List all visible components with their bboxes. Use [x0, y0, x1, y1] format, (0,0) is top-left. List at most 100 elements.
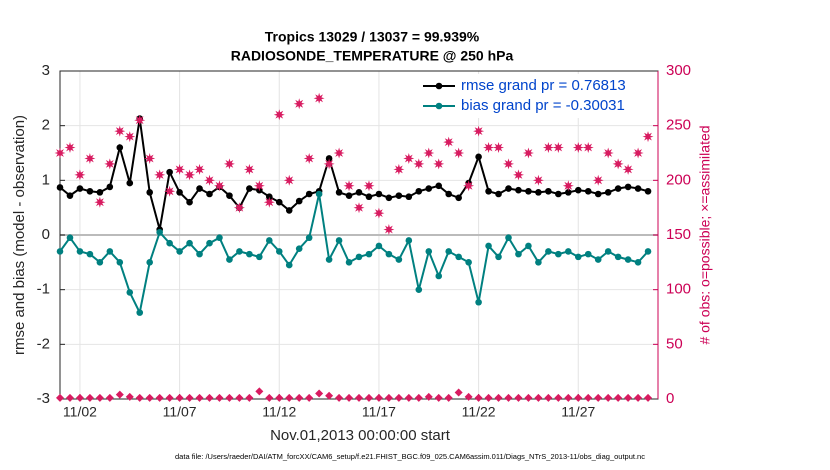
x-tick-label: 11/27	[561, 404, 595, 420]
data-point	[614, 393, 623, 402]
data-point	[355, 189, 363, 196]
data-point	[275, 198, 283, 206]
data-point	[293, 98, 305, 110]
data-point	[534, 393, 543, 402]
data-point	[584, 393, 593, 402]
data-point	[644, 393, 653, 402]
legend-label: bias grand pr = -0.30031	[461, 97, 625, 114]
legend-box	[419, 74, 655, 118]
data-point	[624, 393, 633, 402]
data-point	[425, 248, 433, 255]
data-point	[594, 393, 603, 402]
data-point	[146, 259, 153, 266]
data-point	[374, 393, 383, 402]
data-point	[632, 147, 644, 159]
data-point	[206, 190, 213, 198]
data-point	[214, 180, 225, 192]
data-point	[223, 158, 235, 170]
y-tick-label: 1	[42, 171, 50, 188]
data-point	[504, 393, 513, 402]
data-point	[235, 393, 244, 402]
data-point	[245, 393, 254, 402]
data-point	[404, 393, 413, 402]
legend-label: rmse grand pr = 0.76813	[461, 77, 626, 94]
data-point	[594, 190, 602, 198]
data-point	[535, 259, 542, 266]
data-point	[216, 234, 223, 242]
data-point	[592, 174, 604, 186]
data-point	[582, 142, 594, 153]
data-point	[622, 163, 634, 175]
data-point	[493, 142, 504, 153]
data-point	[263, 196, 275, 208]
x-tick-label: 11/12	[262, 404, 296, 420]
data-point	[126, 289, 134, 296]
data-point	[185, 393, 194, 402]
data-point	[195, 393, 204, 402]
data-point	[106, 248, 114, 255]
data-point	[602, 147, 614, 159]
data-point	[515, 186, 522, 194]
data-point	[604, 393, 613, 402]
x-axis-label: Nov.01,2013 00:00:00 start	[270, 427, 451, 444]
y-tick-label: 3	[42, 62, 50, 79]
data-point	[443, 136, 455, 148]
data-point	[485, 242, 492, 250]
data-point	[604, 189, 612, 196]
data-point	[65, 393, 74, 402]
data-point	[56, 248, 64, 255]
data-point	[343, 180, 355, 192]
data-point	[485, 187, 492, 195]
data-point	[114, 125, 126, 137]
data-point	[165, 393, 174, 402]
data-point	[624, 183, 632, 191]
data-point	[384, 393, 393, 402]
data-point	[255, 387, 264, 396]
data-point	[116, 144, 124, 151]
y2-tick-label: 50	[666, 335, 683, 352]
data-point	[94, 196, 106, 208]
data-point	[246, 250, 253, 258]
data-point	[484, 393, 493, 402]
data-point	[323, 158, 335, 170]
data-point	[552, 142, 564, 153]
y-axis-label: rmse and bias (model - observation)	[11, 115, 28, 355]
data-point	[433, 158, 445, 170]
data-point	[574, 253, 582, 261]
data-point	[154, 169, 166, 181]
data-point	[305, 234, 313, 242]
data-point	[562, 180, 574, 192]
data-point	[125, 392, 134, 401]
y2-tick-label: 200	[666, 171, 691, 188]
data-point	[96, 259, 104, 266]
data-point	[445, 248, 453, 255]
y2-axis-label: # of obs: o=possible; ×=assimilated	[697, 125, 713, 344]
data-point	[95, 393, 104, 402]
data-point	[385, 250, 393, 258]
chart-subtitle: RADIOSONDE_TEMPERATURE @ 250 hPa	[231, 48, 514, 64]
data-point	[624, 256, 632, 263]
data-point	[313, 92, 325, 104]
data-point	[84, 153, 96, 164]
data-point	[145, 393, 154, 402]
data-point	[634, 185, 642, 192]
data-point	[435, 272, 443, 280]
data-point	[176, 189, 183, 196]
data-point	[215, 393, 224, 402]
data-point	[542, 142, 554, 153]
data-point	[614, 185, 622, 192]
data-point	[535, 189, 542, 196]
data-point	[295, 393, 304, 402]
data-point	[425, 185, 433, 192]
data-point	[64, 142, 76, 153]
data-point	[614, 253, 622, 261]
data-point	[424, 392, 433, 401]
data-point	[463, 180, 475, 192]
data-point	[85, 393, 94, 402]
data-point	[184, 169, 196, 181]
data-point	[174, 163, 186, 175]
data-point	[246, 185, 253, 192]
data-point	[256, 253, 263, 261]
data-point	[495, 253, 502, 261]
